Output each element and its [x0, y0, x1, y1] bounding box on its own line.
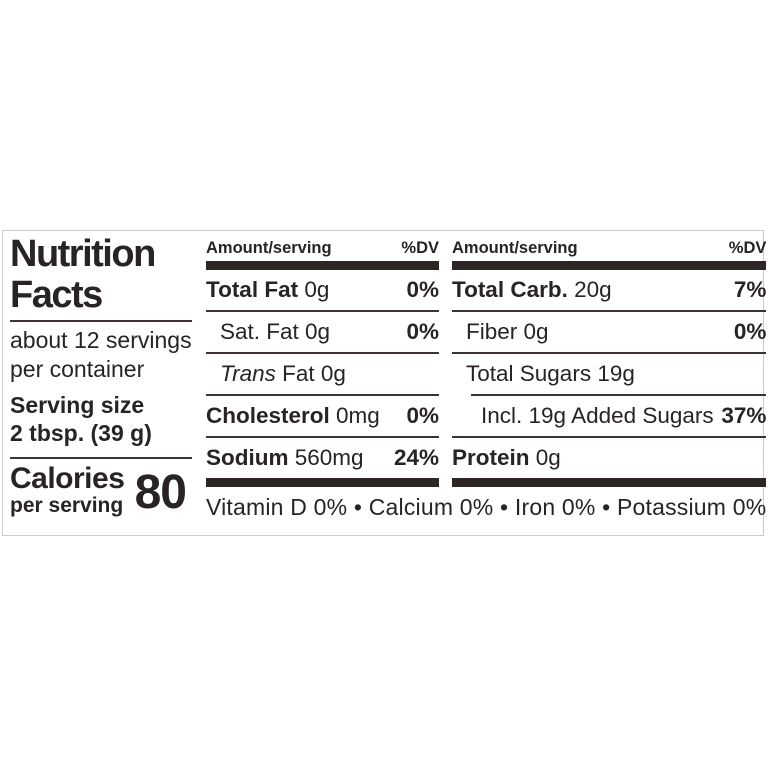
- calories-label: Calories: [10, 462, 125, 495]
- divider-rule: [206, 436, 439, 438]
- divider-rule: [471, 394, 767, 396]
- nutrient-name: Sodium: [206, 445, 289, 470]
- header-amount-serving: Amount/serving: [206, 238, 332, 257]
- column-2-header: Amount/serving %DV: [452, 233, 766, 259]
- nutrient-dv: 0%: [733, 319, 767, 344]
- nutrient-row-total-sugars: Total Sugars 19g: [452, 354, 766, 394]
- calories-labels: Calories per serving: [10, 462, 125, 518]
- divider-rule: [452, 310, 767, 312]
- divider-rule: [10, 457, 192, 459]
- thick-bar: [206, 261, 439, 270]
- serving-size: Serving size 2 tbsp. (39 g): [10, 391, 192, 447]
- nutrient-name: Protein: [452, 445, 530, 470]
- vitamins-footer: Vitamin D 0% • Calcium 0% • Iron 0% • Po…: [206, 494, 767, 520]
- nutrient-row-sat-fat: Sat. Fat 0g 0%: [206, 312, 439, 352]
- label-title-line1: Nutrition: [10, 233, 156, 275]
- nutrient-amount: Incl. 19g Added Sugars: [481, 403, 714, 428]
- header-dv: %DV: [728, 238, 767, 257]
- nutrient-row-total-fat: Total Fat 0g 0%: [206, 270, 439, 310]
- nutrient-name: Cholesterol: [206, 403, 330, 428]
- nutrient-name: Total Carb.: [452, 277, 568, 302]
- nutrition-facts-label: Nutrition Facts about 12 servings per co…: [2, 230, 767, 536]
- nutrient-row-trans-fat: Trans Fat 0g: [206, 354, 439, 394]
- nutrient-name: Trans: [220, 361, 276, 386]
- nutrient-amount: 0g: [298, 277, 330, 302]
- nutrient-amount: 0g: [529, 445, 561, 470]
- nutrient-amount: Fat 0g: [275, 361, 346, 386]
- nutrient-amount: Sat. Fat 0g: [220, 319, 331, 344]
- nutrient-amount: 0mg: [329, 403, 380, 428]
- serving-size-label: Serving size: [10, 392, 145, 418]
- calories-row: Calories per serving 80: [10, 463, 192, 518]
- thick-bar: [452, 261, 767, 270]
- divider-rule: [452, 436, 767, 438]
- nutrient-dv: 0%: [406, 319, 439, 344]
- calories-sublabel: per serving: [10, 494, 124, 517]
- nutrient-row-total-carb: Total Carb. 20g 7%: [452, 270, 766, 310]
- column-1-header: Amount/serving %DV: [206, 233, 439, 259]
- divider-rule: [206, 352, 439, 354]
- nutrient-name: Total Fat: [206, 277, 299, 302]
- nutrient-dv: 37%: [721, 403, 767, 428]
- nutrient-dv: 7%: [733, 277, 767, 302]
- nutrient-dv: 0%: [406, 277, 439, 302]
- thick-bar: [206, 478, 439, 487]
- nutrient-row-fiber: Fiber 0g 0%: [452, 312, 766, 352]
- header-amount-serving: Amount/serving: [452, 238, 578, 257]
- label-title: Nutrition Facts: [10, 234, 192, 316]
- header-dv: %DV: [401, 238, 439, 257]
- divider-rule: [206, 394, 439, 396]
- thick-bar: [452, 478, 767, 487]
- calories-value: 80: [134, 466, 187, 519]
- nutrient-row-protein: Protein 0g: [452, 438, 766, 478]
- label-title-line2: Facts: [10, 274, 103, 316]
- nutrient-amount: 560mg: [288, 445, 364, 470]
- nutrient-amount: Fiber 0g: [466, 319, 549, 344]
- nutrient-row-sodium: Sodium 560mg 24%: [206, 438, 439, 478]
- nutrient-column-1: Amount/serving %DV Total Fat 0g 0% Sat. …: [206, 233, 439, 487]
- nutrient-columns: Amount/serving %DV Total Fat 0g 0% Sat. …: [206, 233, 767, 487]
- label-main: Amount/serving %DV Total Fat 0g 0% Sat. …: [197, 231, 768, 535]
- nutrient-dv: 0%: [406, 403, 439, 428]
- servings-per-container: about 12 servings per container: [10, 327, 192, 382]
- nutrient-amount: 20g: [567, 277, 612, 302]
- divider-rule: [452, 352, 767, 354]
- serving-size-value: 2 tbsp. (39 g): [10, 420, 152, 446]
- nutrient-dv: 24%: [393, 445, 439, 470]
- nutrient-row-added-sugars: Incl. 19g Added Sugars 37%: [452, 396, 766, 436]
- divider-rule: [206, 310, 439, 312]
- divider-rule: [10, 320, 192, 322]
- nutrient-column-2: Amount/serving %DV Total Carb. 20g 7% Fi…: [452, 233, 767, 487]
- label-left-panel: Nutrition Facts about 12 servings per co…: [3, 231, 197, 535]
- nutrient-amount: Total Sugars 19g: [466, 361, 635, 386]
- nutrient-row-cholesterol: Cholesterol 0mg 0%: [206, 396, 439, 436]
